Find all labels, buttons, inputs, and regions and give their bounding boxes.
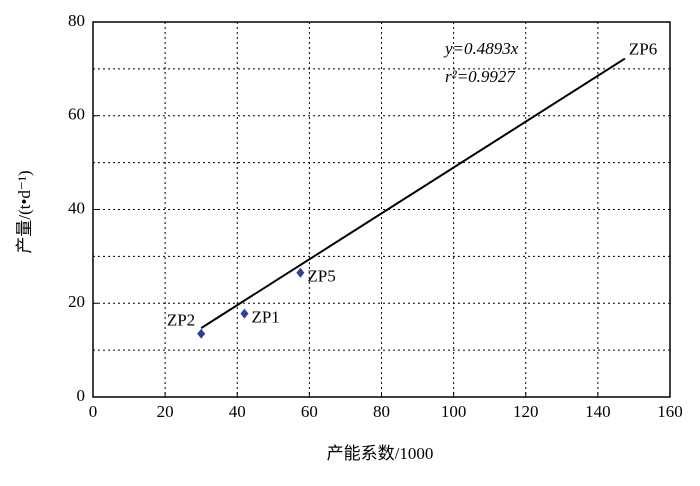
y-tick-label: 60 (68, 105, 85, 124)
plot-frame (92, 21, 671, 398)
point-label: ZP1 (251, 307, 279, 326)
r-squared: r²=0.9927 (445, 67, 516, 86)
equation: y=0.4893x (443, 39, 519, 58)
x-tick-label: 140 (585, 402, 611, 421)
fit-line (200, 57, 626, 329)
point-label: ZP5 (307, 267, 335, 286)
x-tick-label: 60 (301, 402, 318, 421)
y-tick-label: 0 (77, 386, 86, 405)
x-tick-label: 0 (89, 402, 98, 421)
y-tick-label: 80 (68, 11, 85, 30)
point (197, 328, 206, 339)
x-tick-label: 40 (229, 402, 246, 421)
point (296, 267, 305, 278)
x-tick-label: 160 (657, 402, 683, 421)
x-tick-label: 120 (513, 402, 539, 421)
y-axis-label: 产量/(t•d⁻¹) (15, 170, 34, 253)
point-label: ZP6 (629, 39, 657, 58)
x-tick-label: 20 (157, 402, 174, 421)
y-tick-label: 40 (68, 198, 85, 217)
x-tick-label: 80 (373, 402, 390, 421)
x-axis-label: 产能系数/1000 (327, 444, 434, 463)
x-tick-label: 100 (441, 402, 467, 421)
y-tick-label: 20 (68, 292, 85, 311)
point (240, 308, 249, 319)
point-label: ZP2 (167, 311, 195, 330)
